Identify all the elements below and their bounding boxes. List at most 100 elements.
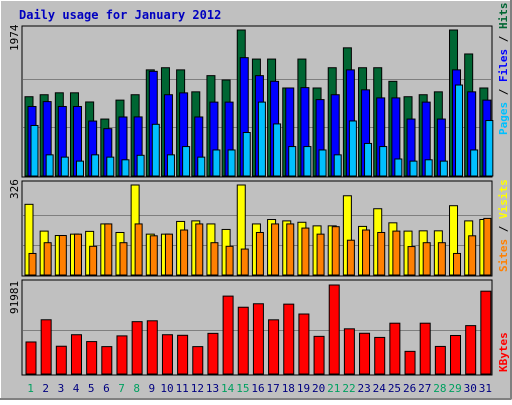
pages-bar — [136, 154, 145, 177]
x-tick-label: 15 — [236, 382, 249, 395]
x-tick-label: 1 — [27, 382, 34, 395]
legend-kbytes: KBytes — [497, 332, 510, 372]
sites-bar — [453, 252, 462, 276]
x-tick-label: 17 — [267, 382, 280, 395]
pages-bar — [333, 154, 342, 177]
kbytes-bar — [298, 313, 310, 375]
pages-bar — [379, 146, 388, 177]
x-tick-label: 30 — [464, 382, 477, 395]
kbytes-bar — [146, 320, 158, 375]
pages-bar — [151, 123, 160, 177]
kbytes-bar — [268, 319, 280, 375]
legend-visits-panel: Sites / Visits — [497, 179, 510, 272]
sites-bar — [134, 223, 143, 276]
kbytes-bar — [40, 319, 52, 375]
sites-bar — [149, 235, 158, 276]
sites-bar — [377, 231, 386, 276]
pages-bar — [75, 160, 84, 177]
kbytes-bar — [480, 290, 492, 375]
kbytes-bar — [177, 334, 189, 375]
sites-bar — [58, 235, 67, 276]
kbytes-bar — [404, 350, 416, 375]
x-tick-label: 19 — [297, 382, 310, 395]
x-tick-label: 10 — [160, 382, 173, 395]
sites-bar — [180, 229, 189, 276]
x-tick-label: 31 — [479, 382, 492, 395]
x-tick-label: 20 — [312, 382, 325, 395]
y-max-label-kbytes: 91981 — [8, 281, 21, 314]
sites-bar — [407, 246, 416, 276]
legend-separator: / — [497, 225, 510, 232]
kbytes-bar — [207, 332, 219, 375]
kbytes-bar — [343, 328, 355, 375]
legend-hits-panel: Pages / Files / Hits — [497, 3, 510, 136]
kbytes-bar — [237, 306, 249, 375]
sites-bar — [73, 233, 82, 276]
x-tick-label: 26 — [403, 382, 416, 395]
pages-bar — [288, 146, 297, 177]
x-tick-label: 12 — [191, 382, 204, 395]
kbytes-bar — [131, 321, 143, 375]
kbytes-bar — [389, 322, 401, 375]
sites-bar — [164, 233, 173, 276]
kbytes-bar — [161, 334, 173, 375]
legend-separator: / — [497, 35, 510, 42]
kbytes-bar — [328, 284, 340, 375]
pages-bar — [424, 159, 433, 177]
x-tick-label: 25 — [388, 382, 401, 395]
sites-bar — [286, 223, 295, 276]
x-tick-label: 5 — [88, 382, 95, 395]
sites-bar — [104, 223, 113, 276]
kbytes-bar — [419, 322, 431, 375]
pages-bar — [45, 154, 54, 177]
sites-bar — [362, 229, 371, 276]
x-tick-label: 13 — [206, 382, 219, 395]
pages-bar — [303, 146, 312, 177]
sites-bar — [89, 245, 98, 276]
kbytes-bar — [222, 295, 234, 375]
pages-bar — [455, 84, 464, 177]
sites-bar — [331, 226, 340, 276]
sites-bar — [195, 223, 204, 276]
pages-bar — [273, 123, 282, 177]
pages-bar — [106, 156, 115, 177]
pages-bar — [257, 101, 266, 177]
x-tick-label: 3 — [58, 382, 65, 395]
kbytes-bar — [86, 341, 98, 375]
pages-bar — [485, 120, 494, 177]
sites-bar — [422, 242, 431, 276]
pages-bar — [197, 156, 206, 177]
pages-bar — [409, 160, 418, 177]
x-tick-label: 27 — [418, 382, 431, 395]
x-tick-label: 24 — [373, 382, 387, 395]
pages-bar — [439, 160, 448, 177]
pages-bar — [182, 146, 191, 177]
legend-kbytes-panel: KBytes — [497, 332, 510, 372]
x-axis-labels: 1 2 3 4 5 6 7 8 9 10 11 12 13 14 15 16 17 18 19 20 21 22 23 24 2… — [27, 382, 492, 395]
x-tick-label: 11 — [176, 382, 189, 395]
legend-separator: / — [497, 88, 510, 95]
legend-pages: Pages — [497, 102, 510, 135]
pages-bar — [470, 149, 479, 177]
kbytes-bar — [283, 303, 295, 375]
x-tick-label: 29 — [448, 382, 461, 395]
kbytes-bar — [450, 334, 462, 375]
pages-bar — [242, 132, 251, 177]
x-tick-label: 4 — [73, 382, 80, 395]
x-tick-label: 21 — [327, 382, 340, 395]
kbytes-bar — [434, 345, 446, 375]
x-tick-label: 18 — [282, 382, 295, 395]
kbytes-bar — [252, 303, 264, 375]
kbytes-bar — [374, 336, 386, 375]
sites-bar — [392, 230, 401, 276]
kbytes-bar — [55, 345, 67, 375]
bars-layer — [24, 29, 494, 375]
pages-bar — [121, 159, 130, 177]
x-tick-label: 9 — [149, 382, 156, 395]
kbytes-bar — [313, 335, 325, 375]
sites-bar — [225, 245, 234, 276]
sites-bar — [119, 242, 128, 276]
kbytes-bar — [70, 334, 82, 375]
